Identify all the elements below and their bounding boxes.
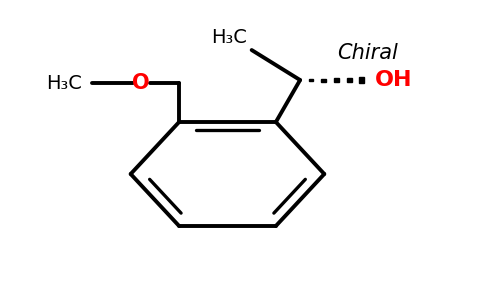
Bar [309,79,314,81]
Text: H₃C: H₃C [211,28,247,47]
Text: H₃C: H₃C [46,74,82,92]
Bar [334,78,339,82]
Text: Chiral: Chiral [337,43,398,63]
Text: O: O [132,73,149,93]
Bar [347,78,351,82]
Bar [321,79,326,82]
Text: OH: OH [375,70,412,90]
Bar [359,77,364,83]
